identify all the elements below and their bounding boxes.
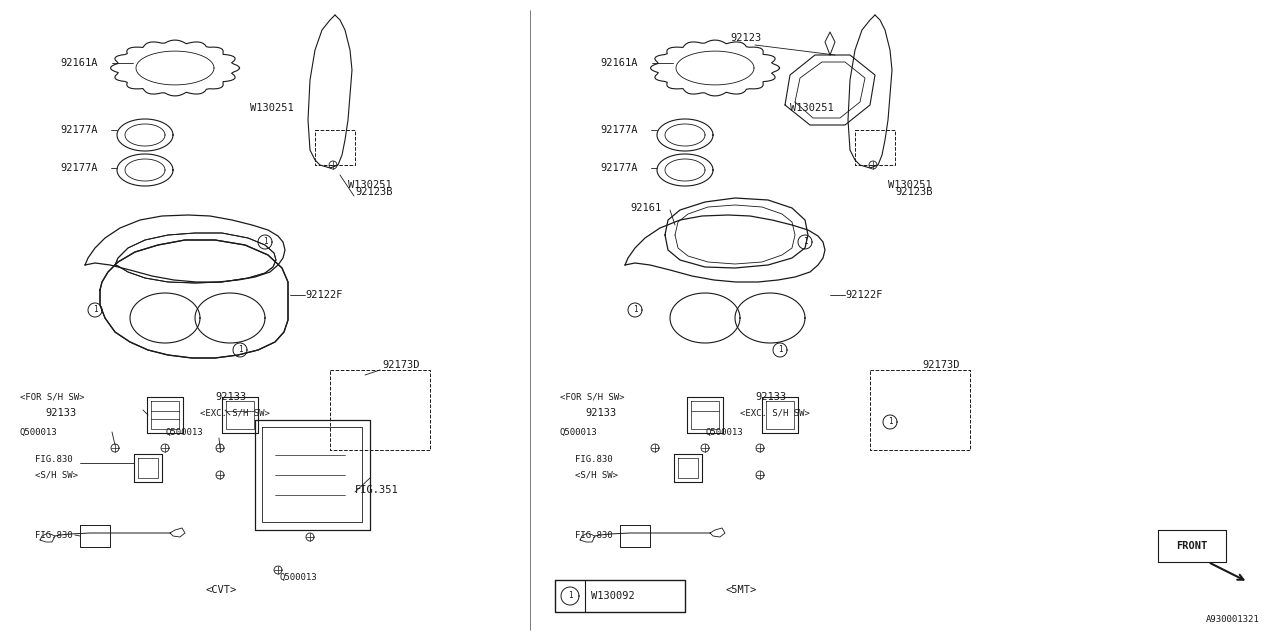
Text: 92123B: 92123B: [355, 187, 393, 197]
Text: 92173D: 92173D: [381, 360, 420, 370]
Text: 1: 1: [803, 237, 808, 246]
Text: 92133: 92133: [215, 392, 246, 402]
Text: <EXC. S/H SW>: <EXC. S/H SW>: [740, 408, 810, 417]
Text: 92123B: 92123B: [895, 187, 933, 197]
Text: <FOR S/H SW>: <FOR S/H SW>: [561, 392, 625, 401]
Text: <EXC. S/H SW>: <EXC. S/H SW>: [200, 408, 270, 417]
Text: A930001321: A930001321: [1206, 616, 1260, 625]
Text: 92177A: 92177A: [600, 163, 637, 173]
Text: W130092: W130092: [591, 591, 635, 601]
Text: FRONT: FRONT: [1176, 541, 1207, 551]
Text: 92177A: 92177A: [60, 163, 97, 173]
Text: FIG.830: FIG.830: [575, 531, 613, 540]
Text: <S/H SW>: <S/H SW>: [575, 470, 618, 479]
Text: Q500013: Q500013: [705, 428, 742, 436]
Text: 92123: 92123: [730, 33, 762, 43]
Text: 92161: 92161: [630, 203, 662, 213]
Text: 1: 1: [92, 305, 97, 314]
Text: Q500013: Q500013: [561, 428, 598, 436]
Text: FIG.351: FIG.351: [355, 485, 399, 495]
Text: W130251: W130251: [790, 103, 833, 113]
Text: 92133: 92133: [45, 408, 77, 418]
Text: <5MT>: <5MT>: [724, 585, 756, 595]
Text: W130251: W130251: [348, 180, 392, 190]
Text: 92177A: 92177A: [60, 125, 97, 135]
Text: 1: 1: [568, 591, 572, 600]
Text: 92133: 92133: [755, 392, 786, 402]
Text: 92161A: 92161A: [60, 58, 97, 68]
Text: 1: 1: [238, 346, 242, 355]
Text: FIG.830: FIG.830: [575, 456, 613, 465]
Text: 92122F: 92122F: [845, 290, 882, 300]
Text: 92122F: 92122F: [305, 290, 343, 300]
Text: W130251: W130251: [888, 180, 932, 190]
Text: 1: 1: [632, 305, 637, 314]
Text: 1: 1: [778, 346, 782, 355]
Text: <CVT>: <CVT>: [205, 585, 237, 595]
Text: FIG.830: FIG.830: [35, 531, 73, 540]
Text: Q500013: Q500013: [20, 428, 58, 436]
Text: Q500013: Q500013: [165, 428, 202, 436]
Text: W130251: W130251: [250, 103, 293, 113]
Text: <FOR S/H SW>: <FOR S/H SW>: [20, 392, 84, 401]
Text: <S/H SW>: <S/H SW>: [35, 470, 78, 479]
Text: Q500013: Q500013: [280, 573, 317, 582]
Text: 1: 1: [888, 417, 892, 426]
Text: 92161A: 92161A: [600, 58, 637, 68]
Text: 92173D: 92173D: [922, 360, 960, 370]
Text: 92177A: 92177A: [600, 125, 637, 135]
Text: FIG.830: FIG.830: [35, 456, 73, 465]
Text: 1: 1: [262, 237, 268, 246]
Text: 92133: 92133: [585, 408, 616, 418]
